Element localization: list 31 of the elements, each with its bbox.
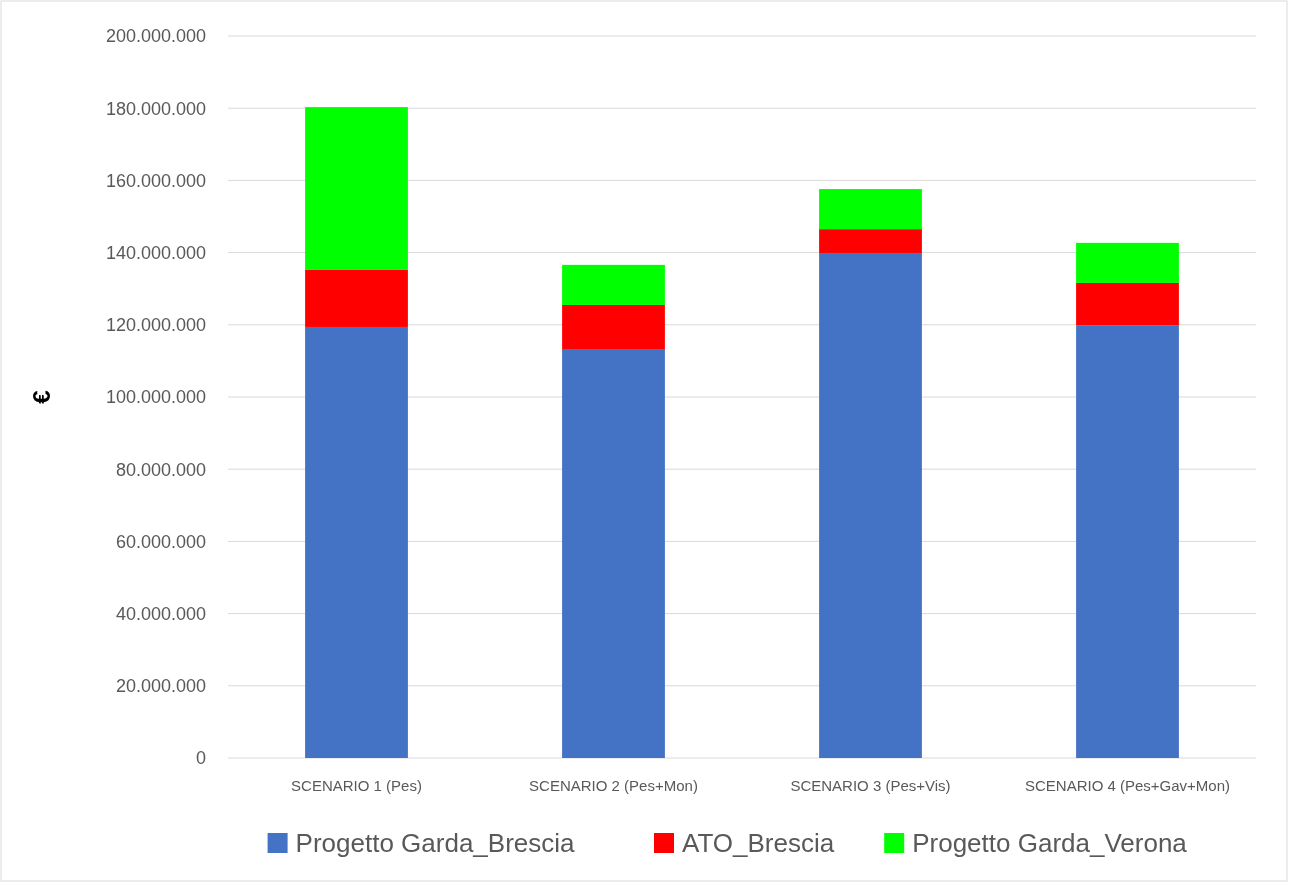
y-axis-title: €	[28, 390, 55, 404]
x-tick-label: SCENARIO 1 (Pes)	[291, 777, 422, 794]
bar	[305, 326, 408, 758]
bar	[305, 269, 408, 327]
bar	[819, 252, 922, 758]
bar	[1076, 242, 1179, 283]
legend-label: ATO_Brescia	[682, 828, 835, 859]
y-tick-label: 100.000.000	[105, 387, 206, 408]
bar	[305, 107, 408, 270]
bar	[1076, 282, 1179, 326]
y-tick-label: 40.000.000	[115, 603, 206, 624]
x-tick-label: SCENARIO 2 (Pes+Mon)	[529, 777, 698, 794]
y-tick-label: 200.000.000	[105, 26, 206, 47]
legend-label: Progetto Garda_Brescia	[295, 828, 576, 859]
bar	[819, 229, 922, 253]
y-tick-label: 160.000.000	[105, 170, 206, 191]
y-tick-label: 120.000.000	[105, 315, 206, 336]
y-tick-label: 180.000.000	[105, 98, 206, 119]
x-tick-label: SCENARIO 3 (Pes+Vis)	[790, 777, 951, 794]
y-tick-label: 20.000.000	[115, 676, 206, 697]
x-tick-label: SCENARIO 4 (Pes+Gav+Mon)	[1024, 777, 1231, 794]
y-tick-label: 60.000.000	[115, 531, 206, 552]
legend-label: Progetto Garda_Verona	[912, 828, 1188, 859]
y-tick-label: 0	[195, 748, 206, 769]
bar	[1076, 325, 1179, 758]
y-tick-label: 140.000.000	[105, 242, 206, 263]
bar	[562, 348, 665, 758]
y-tick-label: 80.000.000	[115, 459, 206, 480]
bar	[562, 264, 665, 305]
bar	[819, 189, 922, 230]
bar	[562, 304, 665, 349]
